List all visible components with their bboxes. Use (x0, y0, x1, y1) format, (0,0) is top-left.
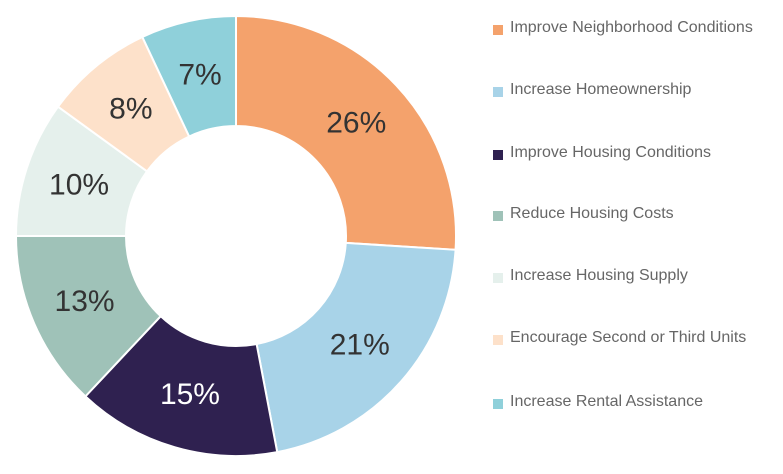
donut-chart: 26% 21% 15% 13% 10% 8% 7% (14, 14, 457, 457)
legend-item: Increase Housing Supply (493, 267, 755, 289)
legend-label: Increase Homeownership (510, 81, 692, 98)
legend-label: Increase Housing Supply (510, 267, 688, 284)
legend-item: Reduce Housing Costs (493, 205, 755, 227)
slice-label: 8% (109, 92, 152, 125)
slice-label: 21% (330, 329, 390, 362)
donut-slice (140, 14, 237, 138)
slice-label: 7% (178, 58, 221, 91)
slice-label: 26% (326, 107, 386, 140)
legend-item: Increase Rental Assistance (493, 393, 755, 415)
legend-swatch (493, 335, 503, 345)
legend-swatch (493, 25, 503, 35)
legend-label: Improve Housing Conditions (510, 144, 711, 161)
donut-slice (235, 14, 457, 251)
legend-swatch (493, 273, 503, 283)
slice-label: 10% (49, 169, 109, 202)
slice-label: 15% (160, 378, 220, 411)
legend-swatch (493, 399, 503, 409)
legend-label: Improve Neighborhood Conditions (510, 19, 753, 36)
legend-item: Improve Neighborhood Conditions (493, 19, 755, 41)
legend-item: Encourage Second or Third Units (493, 329, 755, 351)
donut-slice (255, 241, 457, 454)
legend-label: Reduce Housing Costs (510, 205, 674, 222)
legend-swatch (493, 150, 503, 160)
legend-label: Increase Rental Assistance (510, 393, 703, 410)
legend-label: Encourage Second or Third Units (510, 329, 747, 346)
legend-swatch (493, 211, 503, 221)
legend-item: Improve Housing Conditions (493, 144, 755, 166)
slice-label: 13% (55, 285, 115, 318)
legend-item: Increase Homeownership (493, 81, 755, 103)
legend-swatch (493, 87, 503, 97)
donut-slice (83, 314, 279, 457)
